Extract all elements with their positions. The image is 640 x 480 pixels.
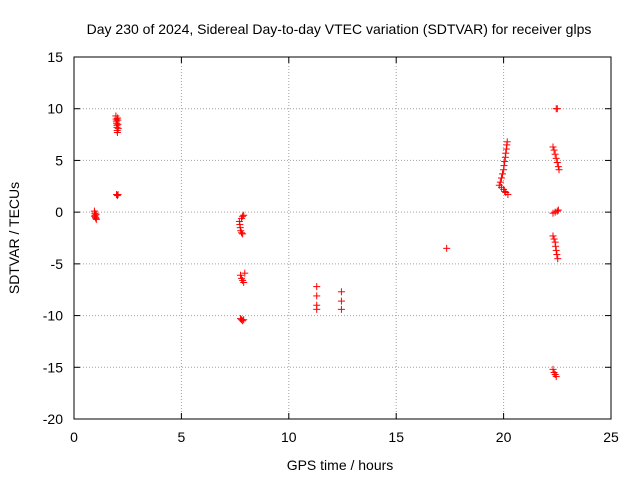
- data-point: [554, 206, 562, 214]
- data-point: [240, 211, 248, 219]
- data-point: [443, 244, 451, 252]
- data-point: [553, 251, 561, 259]
- x-tick-label: 20: [496, 429, 512, 445]
- y-tick-label: -10: [43, 308, 63, 324]
- data-point: [549, 143, 557, 151]
- data-point: [551, 150, 559, 158]
- data-point: [500, 162, 508, 170]
- data-point: [552, 154, 560, 162]
- data-point: [497, 174, 505, 182]
- y-tick-label: -15: [43, 359, 63, 375]
- data-point: [337, 305, 345, 313]
- data-point: [553, 105, 561, 113]
- data-point: [313, 283, 321, 291]
- grid: [74, 57, 611, 419]
- data-point: [552, 373, 560, 381]
- y-tick-label: 0: [55, 204, 63, 220]
- data-point: [239, 317, 247, 325]
- y-tick-label: 5: [55, 152, 63, 168]
- data-point: [113, 192, 121, 200]
- data-point: [502, 149, 510, 157]
- y-tick-label: 15: [47, 49, 63, 65]
- data-point: [553, 158, 561, 166]
- data-point: [337, 297, 345, 305]
- x-axis: 0 5 10 15 20 25: [70, 57, 619, 445]
- data-point: [503, 138, 511, 146]
- data-point: [554, 255, 562, 263]
- data-point: [555, 166, 563, 174]
- y-tick-label: -5: [51, 256, 64, 272]
- data-point: [239, 212, 247, 220]
- data-point: [496, 178, 504, 186]
- data-point: [552, 246, 560, 254]
- data-point: [549, 232, 557, 240]
- data-point: [241, 269, 249, 277]
- data-point: [313, 292, 321, 300]
- data-point: [114, 191, 122, 199]
- data-point: [550, 146, 558, 154]
- data-point: [240, 278, 248, 286]
- data-point: [337, 288, 345, 296]
- data-point: [114, 124, 122, 132]
- data-point: [240, 316, 248, 324]
- data-point: [552, 242, 560, 250]
- data-point: [113, 129, 121, 137]
- data-point: [499, 170, 507, 178]
- data-point: [504, 191, 512, 199]
- data-point: [501, 187, 509, 195]
- y-tick-label: -20: [43, 411, 63, 427]
- data-point: [550, 235, 558, 243]
- data-point: [501, 157, 509, 165]
- data-point: [554, 163, 562, 171]
- x-tick-label: 5: [178, 429, 186, 445]
- data-point: [236, 271, 244, 279]
- data-points: [90, 105, 563, 381]
- chart-title: Day 230 of 2024, Sidereal Day-to-day VTE…: [87, 21, 592, 37]
- data-point: [313, 305, 321, 313]
- x-tick-label: 15: [388, 429, 404, 445]
- y-axis: -20 -15 -10 -5 0 5 10 15: [43, 49, 611, 427]
- data-point: [549, 365, 557, 373]
- y-axis-label: SDTVAR / TECUs: [6, 182, 22, 294]
- data-point: [92, 210, 100, 218]
- data-point: [239, 230, 247, 238]
- x-tick-label: 10: [281, 429, 297, 445]
- data-point: [553, 207, 561, 215]
- plot-frame: [73, 56, 612, 420]
- x-axis-label: GPS time / hours: [287, 457, 394, 473]
- data-point: [238, 229, 246, 237]
- x-tick-label: 25: [603, 429, 619, 445]
- x-tick-label: 0: [70, 429, 78, 445]
- y-tick-label: 10: [47, 101, 63, 117]
